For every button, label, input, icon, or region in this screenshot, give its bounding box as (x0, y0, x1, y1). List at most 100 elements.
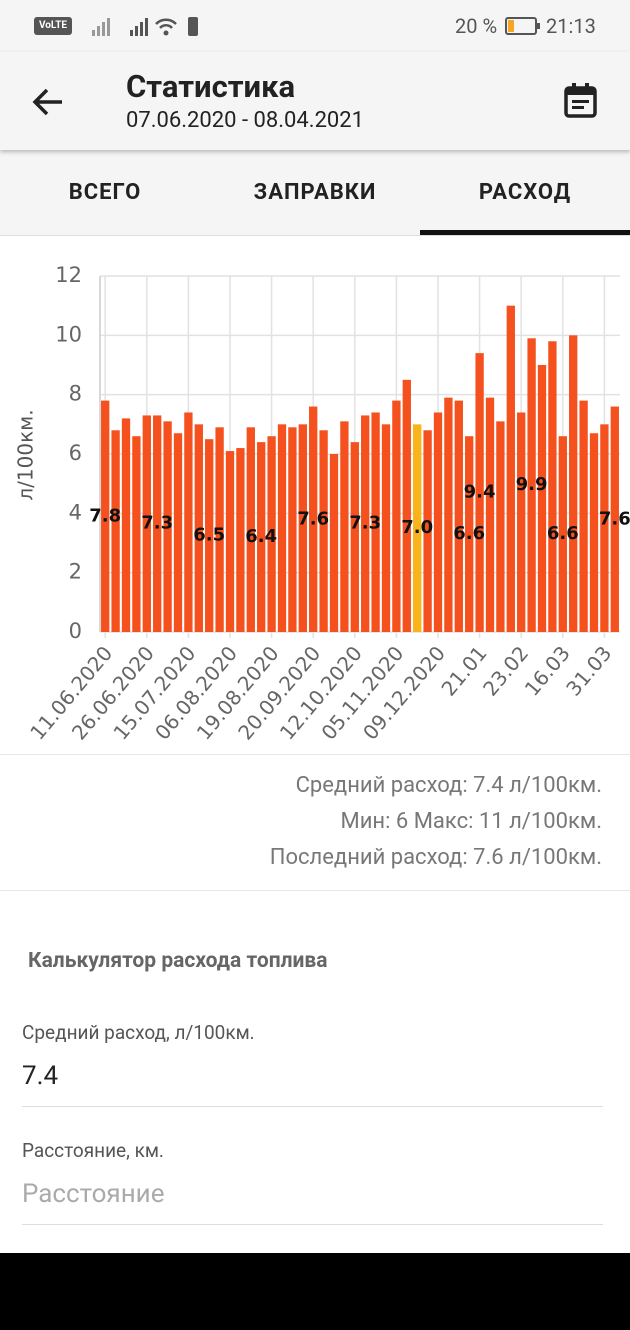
tab-active[interactable]: РАСХОД (478, 180, 572, 205)
bar (402, 379, 411, 632)
bar (569, 335, 578, 632)
bar (277, 424, 287, 632)
value-label: 9.4 (464, 482, 496, 503)
bar (236, 448, 245, 632)
bar (361, 415, 370, 632)
bar (381, 424, 391, 632)
bar (309, 406, 318, 632)
bar (184, 412, 193, 632)
x-tick-label: 16.03 (520, 641, 575, 700)
calculator-title: Калькулятор расхода топлива (28, 949, 328, 973)
status-icons (92, 17, 198, 36)
divider (0, 890, 630, 891)
x-tick-label: 31.03 (561, 641, 616, 700)
bar (340, 421, 349, 632)
bar (288, 427, 297, 632)
bar (392, 400, 401, 632)
field-underline (22, 1106, 603, 1107)
divider (0, 754, 630, 755)
bar (194, 424, 203, 632)
bar (111, 430, 120, 632)
y-tick-label: 6 (69, 441, 82, 465)
bar (101, 400, 110, 632)
value-label: 9.9 (516, 474, 548, 495)
y-tick-label: 10 (55, 322, 82, 346)
bar (537, 365, 547, 632)
bar (173, 433, 183, 632)
bar (433, 412, 443, 632)
value-label: 7.6 (599, 508, 630, 529)
bar (496, 421, 505, 632)
status-bar: VoLTE 20 % 21:13 (0, 0, 630, 52)
nav-bar (0, 1253, 630, 1330)
stat-last: Последний расход: 7.6 л/100км. (269, 845, 602, 870)
calendar-button[interactable] (563, 82, 599, 120)
field-label: Средний расход, л/100км. (22, 1021, 255, 1044)
bar (465, 436, 474, 632)
app-bar: Статистика 07.06.2020 - 08.04.2021 (0, 52, 630, 150)
bar (548, 341, 557, 632)
bar (413, 424, 422, 632)
bar (558, 436, 567, 632)
bar (205, 439, 214, 632)
bar (475, 353, 484, 632)
value-label: 7.6 (297, 508, 329, 529)
bar (444, 397, 453, 632)
battery-percent: 20 % (455, 14, 498, 38)
y-axis-label: л/100км. (14, 409, 38, 500)
bar (527, 338, 536, 632)
y-tick-label: 0 (69, 619, 82, 643)
bar (257, 442, 266, 632)
field-value[interactable]: 7.4 (22, 1061, 59, 1091)
value-label: 6.5 (193, 525, 225, 546)
x-tick-label: 23.02 (478, 641, 533, 700)
clock: 21:13 (546, 14, 596, 38)
tab[interactable]: ВСЕГО (68, 180, 142, 205)
y-tick-label: 8 (69, 382, 82, 406)
field-label: Расстояние, км. (22, 1139, 164, 1162)
y-tick-label: 4 (69, 500, 82, 524)
bar (121, 418, 131, 632)
bar (454, 400, 463, 632)
bar (600, 424, 609, 632)
battery-icon (505, 17, 540, 35)
bar (142, 415, 151, 632)
bar (423, 430, 432, 632)
bar (506, 305, 515, 632)
bar (579, 400, 588, 632)
value-label: 7.0 (401, 517, 433, 538)
bar (610, 406, 619, 632)
title: Статистика (126, 68, 296, 105)
bar (246, 427, 255, 632)
value-label: 6.6 (453, 523, 485, 544)
bar (517, 412, 526, 632)
field-placeholder[interactable]: Расстояние (22, 1179, 165, 1209)
tab-indicator (420, 230, 630, 235)
bar (371, 412, 380, 632)
date-range: 07.06.2020 - 08.04.2021 (126, 108, 365, 133)
bar (589, 433, 599, 632)
back-button[interactable] (30, 86, 66, 118)
bar (350, 442, 359, 632)
bar (153, 415, 162, 632)
value-label: 7.3 (349, 513, 381, 534)
tab-bar: ВСЕГО ЗАПРАВКИ РАСХОД (0, 150, 630, 236)
y-tick-label: 12 (55, 263, 82, 287)
value-label: 7.3 (141, 513, 173, 534)
bar (163, 421, 172, 632)
bar (329, 454, 339, 632)
stat-min-max: Мин: 6 Макс: 11 л/100км. (340, 809, 602, 834)
bar (225, 451, 235, 632)
bar (319, 430, 328, 632)
bar (132, 436, 141, 632)
chart: л/100км. 02468101211.06.202026.06.202015… (14, 263, 630, 744)
field-underline (22, 1224, 603, 1225)
tab[interactable]: ЗАПРАВКИ (253, 180, 377, 205)
value-label: 6.6 (547, 523, 579, 544)
value-label: 7.8 (89, 505, 121, 526)
value-label: 6.4 (245, 526, 277, 547)
bar (485, 397, 495, 632)
y-tick-label: 2 (69, 560, 82, 584)
bar (298, 424, 307, 632)
